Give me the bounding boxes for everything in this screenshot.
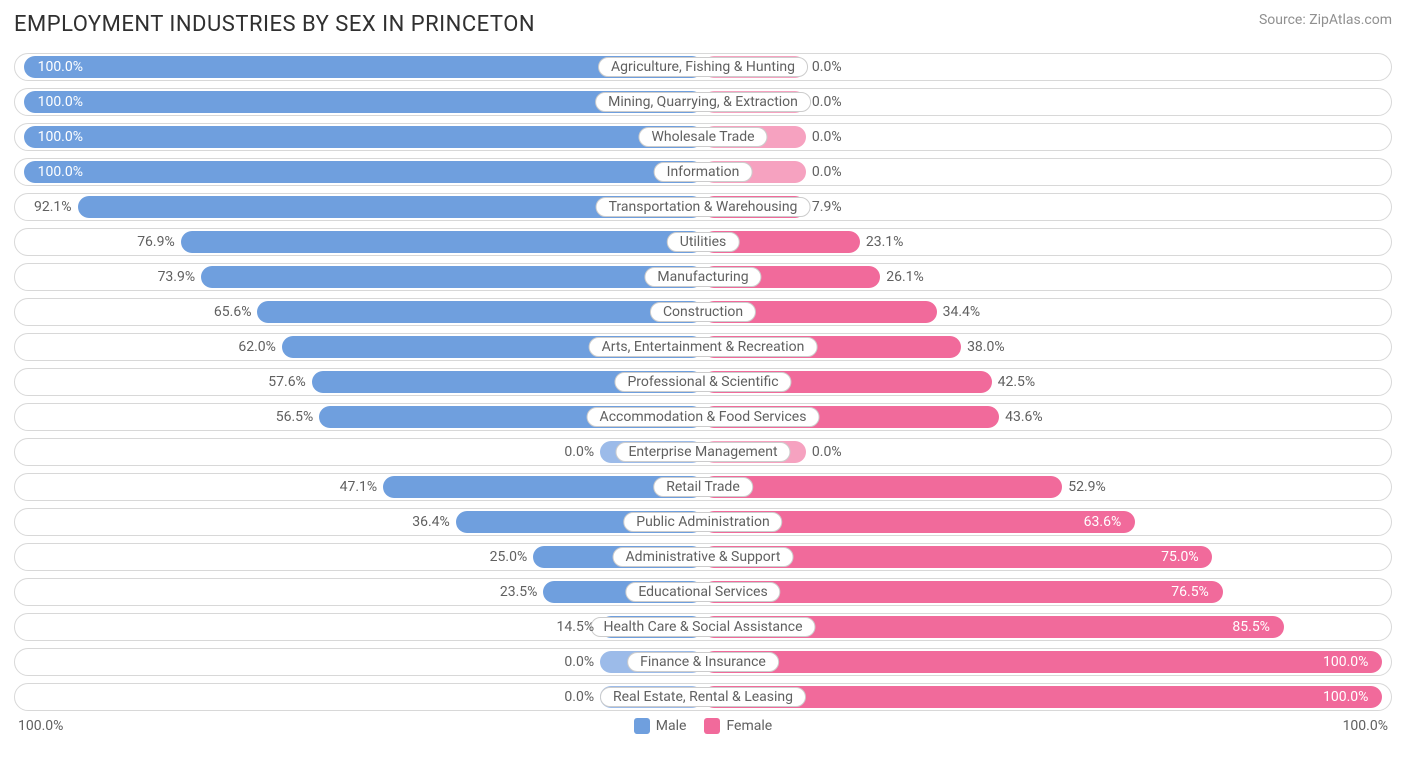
legend-male: Male	[634, 718, 687, 734]
female-pct-label: 34.4%	[943, 304, 981, 320]
male-bar	[257, 301, 703, 323]
chart-row: Construction 65.6% 34.4%	[14, 298, 1392, 326]
category-label: Professional & Scientific	[614, 372, 791, 392]
chart-title: EMPLOYMENT INDUSTRIES BY SEX IN PRINCETO…	[14, 12, 535, 37]
male-pct-label: 25.0%	[490, 549, 528, 565]
male-pct-label: 76.9%	[137, 234, 175, 250]
category-label: Manufacturing	[644, 267, 761, 287]
female-pct-label: 38.0%	[967, 339, 1005, 355]
female-pct-label: 85.5%	[1232, 619, 1270, 635]
legend-female-label: Female	[726, 718, 772, 734]
male-pct-label: 65.6%	[214, 304, 252, 320]
female-pct-label: 75.0%	[1161, 549, 1199, 565]
category-label: Transportation & Warehousing	[596, 197, 811, 217]
female-pct-label: 52.9%	[1068, 479, 1106, 495]
male-bar	[201, 266, 703, 288]
category-label: Arts, Entertainment & Recreation	[589, 337, 818, 357]
category-label: Accommodation & Food Services	[587, 407, 820, 427]
male-pct-label: 47.1%	[340, 479, 378, 495]
chart-footer: 100.0% Male Female 100.0%	[14, 718, 1392, 734]
header: EMPLOYMENT INDUSTRIES BY SEX IN PRINCETO…	[14, 12, 1392, 37]
male-pct-label: 23.5%	[500, 584, 538, 600]
female-pct-label: 26.1%	[886, 269, 924, 285]
male-pct-label: 100.0%	[38, 164, 83, 180]
axis-right-label: 100.0%	[1343, 718, 1388, 734]
source-attribution: Source: ZipAtlas.com	[1259, 12, 1392, 28]
male-pct-label: 100.0%	[38, 59, 83, 75]
male-bar	[181, 231, 703, 253]
female-pct-label: 7.9%	[812, 199, 842, 215]
chart-row: Finance & Insurance 0.0% 100.0%	[14, 648, 1392, 676]
category-label: Information	[654, 162, 753, 182]
male-bar	[24, 161, 703, 183]
male-pct-label: 56.5%	[276, 409, 314, 425]
legend: Male Female	[634, 718, 772, 734]
chart-row: Wholesale Trade 100.0% 0.0%	[14, 123, 1392, 151]
female-pct-label: 42.5%	[998, 374, 1036, 390]
legend-female: Female	[704, 718, 772, 734]
chart-row: Mining, Quarrying, & Extraction 100.0% 0.0…	[14, 88, 1392, 116]
category-label: Administrative & Support	[613, 547, 794, 567]
chart-body: Agriculture, Fishing & Hunting 100.0% 0.0%…	[14, 53, 1392, 711]
category-label: Utilities	[667, 232, 740, 252]
female-pct-label: 76.5%	[1171, 584, 1209, 600]
chart-row: Public Administration 36.4% 63.6%	[14, 508, 1392, 536]
male-pct-label: 62.0%	[238, 339, 276, 355]
male-pct-label: 14.5%	[557, 619, 595, 635]
category-label: Health Care & Social Assistance	[590, 617, 815, 637]
male-bar	[24, 126, 703, 148]
chart-row: Real Estate, Rental & Leasing 0.0% 100.0%	[14, 683, 1392, 711]
category-label: Retail Trade	[653, 477, 753, 497]
category-label: Finance & Insurance	[627, 652, 779, 672]
category-label: Real Estate, Rental & Leasing	[600, 687, 806, 707]
legend-male-label: Male	[656, 718, 687, 734]
female-pct-label: 43.6%	[1005, 409, 1043, 425]
male-pct-label: 0.0%	[564, 689, 594, 705]
chart-row: Manufacturing 73.9% 26.1%	[14, 263, 1392, 291]
male-pct-label: 100.0%	[38, 94, 83, 110]
male-pct-label: 73.9%	[158, 269, 196, 285]
female-pct-label: 100.0%	[1323, 689, 1368, 705]
category-label: Construction	[650, 302, 756, 322]
category-label: Public Administration	[623, 512, 782, 532]
chart-row: Administrative & Support 25.0% 75.0%	[14, 543, 1392, 571]
chart-row: Agriculture, Fishing & Hunting 100.0% 0.0%	[14, 53, 1392, 81]
chart-row: Transportation & Warehousing 92.1% 7.9%	[14, 193, 1392, 221]
category-label: Wholesale Trade	[638, 127, 767, 147]
category-label: Educational Services	[625, 582, 780, 602]
female-pct-label: 0.0%	[812, 164, 842, 180]
female-pct-label: 23.1%	[866, 234, 904, 250]
chart-row: Professional & Scientific 57.6% 42.5%	[14, 368, 1392, 396]
female-pct-label: 63.6%	[1084, 514, 1122, 530]
chart-row: Accommodation & Food Services 56.5% 43.6%	[14, 403, 1392, 431]
female-bar	[703, 651, 1382, 673]
male-pct-label: 100.0%	[38, 129, 83, 145]
category-label: Enterprise Management	[615, 442, 790, 462]
chart-row: Educational Services 23.5% 76.5%	[14, 578, 1392, 606]
legend-male-swatch	[634, 718, 650, 734]
chart-row: Information 100.0% 0.0%	[14, 158, 1392, 186]
legend-female-swatch	[704, 718, 720, 734]
female-pct-label: 0.0%	[812, 129, 842, 145]
female-bar	[703, 476, 1062, 498]
female-bar	[703, 581, 1223, 603]
axis-left-label: 100.0%	[18, 718, 63, 734]
chart-row: Utilities 76.9% 23.1%	[14, 228, 1392, 256]
female-pct-label: 100.0%	[1323, 654, 1368, 670]
male-pct-label: 0.0%	[564, 654, 594, 670]
male-pct-label: 92.1%	[34, 199, 72, 215]
chart-row: Health Care & Social Assistance14.5% 85.5…	[14, 613, 1392, 641]
chart-row: Retail Trade 47.1% 52.9%	[14, 473, 1392, 501]
female-pct-label: 0.0%	[812, 94, 842, 110]
category-label: Agriculture, Fishing & Hunting	[598, 57, 808, 77]
male-pct-label: 36.4%	[412, 514, 450, 530]
female-pct-label: 0.0%	[812, 444, 842, 460]
female-pct-label: 0.0%	[812, 59, 842, 75]
male-pct-label: 0.0%	[564, 444, 594, 460]
male-pct-label: 57.6%	[268, 374, 306, 390]
chart-row: Enterprise Management 0.0% 0.0%	[14, 438, 1392, 466]
category-label: Mining, Quarrying, & Extraction	[595, 92, 811, 112]
chart-row: Arts, Entertainment & Recreation 62.0% 38.…	[14, 333, 1392, 361]
